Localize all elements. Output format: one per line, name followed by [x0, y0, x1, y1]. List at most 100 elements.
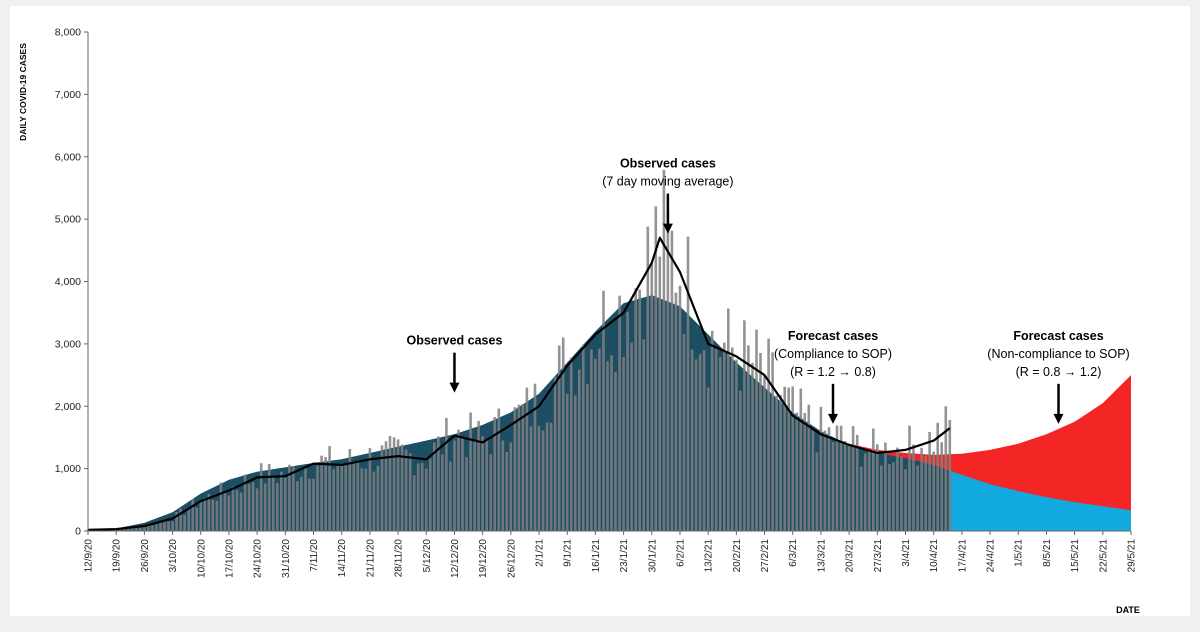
- daily-bar: [320, 455, 323, 531]
- daily-bar: [694, 359, 698, 531]
- daily-bar: [453, 440, 456, 531]
- daily-bar: [590, 349, 593, 531]
- daily-bar: [481, 436, 484, 531]
- daily-bar: [827, 427, 831, 531]
- annotation-arrow-head: [828, 413, 838, 424]
- daily-bar: [851, 426, 855, 531]
- daily-bar: [505, 452, 509, 531]
- daily-bar: [175, 512, 178, 531]
- daily-bar: [610, 355, 613, 531]
- daily-bar: [489, 454, 492, 531]
- daily-bar: [131, 526, 134, 531]
- x-tick-label: 10/4/21: [929, 539, 940, 573]
- x-tick-label: 6/3/21: [788, 539, 799, 567]
- daily-bar: [767, 338, 770, 531]
- daily-bar: [928, 431, 931, 531]
- daily-bar: [718, 357, 722, 531]
- daily-bar: [372, 471, 376, 531]
- daily-bar: [606, 361, 609, 531]
- daily-bar: [602, 290, 605, 531]
- daily-bar: [582, 344, 585, 531]
- daily-bar: [396, 439, 400, 531]
- daily-bar: [872, 428, 875, 531]
- daily-bar: [292, 466, 295, 531]
- y-tick-label: 5,000: [55, 214, 81, 226]
- daily-bar: [296, 481, 299, 531]
- daily-bar: [122, 528, 126, 531]
- daily-bar: [662, 169, 666, 532]
- daily-bar: [179, 508, 182, 531]
- daily-bar: [199, 501, 203, 531]
- daily-bar: [449, 461, 452, 531]
- daily-bar: [110, 529, 114, 531]
- annotations: Observed cases Observed cases (7 day movin…: [407, 157, 1130, 424]
- x-tick-label: 17/10/20: [224, 539, 235, 578]
- daily-bar: [247, 483, 251, 531]
- x-tick-label: 20/2/21: [732, 539, 743, 573]
- daily-bar: [847, 445, 851, 531]
- annotation-arrow-head: [449, 382, 460, 393]
- x-tick-label: 3/4/21: [901, 539, 912, 567]
- daily-bar: [328, 446, 331, 531]
- daily-bar: [815, 452, 819, 531]
- daily-bar: [731, 347, 734, 531]
- daily-bar: [497, 408, 501, 531]
- daily-bar: [553, 376, 557, 531]
- daily-bar: [783, 386, 786, 531]
- daily-bar: [336, 465, 339, 531]
- daily-bar: [948, 419, 952, 531]
- daily-bar: [231, 486, 235, 531]
- daily-bar: [706, 387, 710, 531]
- daily-bar: [529, 426, 533, 531]
- daily-bar: [735, 359, 738, 531]
- daily-bar: [360, 468, 364, 531]
- y-axis-label: DAILY COVID-19 CASES: [18, 43, 28, 141]
- daily-bar: [863, 453, 867, 531]
- daily-bar: [420, 462, 424, 531]
- x-tick-label: 20/3/21: [845, 539, 856, 573]
- daily-bar: [876, 444, 879, 531]
- y-tick-label: 6,000: [55, 151, 81, 163]
- daily-bar: [594, 358, 597, 531]
- daily-bar: [312, 478, 315, 531]
- daily-bar: [384, 441, 388, 531]
- x-tick-label: 3/10/20: [168, 539, 179, 573]
- daily-bar: [219, 482, 223, 531]
- y-tick-label: 0: [75, 526, 81, 538]
- daily-bar: [710, 330, 714, 531]
- daily-bar: [819, 406, 823, 531]
- daily-bar: [433, 442, 436, 531]
- daily-bar: [135, 526, 138, 531]
- x-tick-label: 26/9/20: [140, 539, 151, 573]
- daily-bar: [787, 387, 790, 531]
- y-tick-label: 8,000: [55, 27, 81, 39]
- annotation-text: (7 day moving average): [602, 175, 733, 189]
- daily-bar: [485, 439, 488, 531]
- daily-bar: [811, 429, 815, 531]
- daily-bar: [626, 311, 629, 531]
- daily-bar: [469, 412, 472, 531]
- daily-bar: [155, 524, 158, 531]
- daily-bar: [243, 474, 247, 531]
- daily-bar: [908, 425, 911, 531]
- daily-bar: [751, 363, 754, 531]
- daily-bar: [936, 422, 939, 531]
- daily-bar: [867, 450, 871, 531]
- annotation-text: (R = 1.2 → 0.8): [790, 365, 876, 379]
- daily-bar: [614, 371, 617, 531]
- daily-bar: [223, 492, 227, 531]
- daily-bar: [324, 457, 327, 531]
- daily-bar: [437, 436, 440, 531]
- daily-bar: [356, 462, 360, 531]
- annotation-text: (R = 0.8 → 1.2): [1016, 365, 1102, 379]
- y-tick-label: 4,000: [55, 276, 81, 288]
- daily-bar: [586, 383, 589, 531]
- daily-bar: [642, 339, 645, 531]
- moving-average-line: [87, 236, 951, 531]
- daily-bar: [332, 469, 335, 531]
- daily-bar: [658, 256, 662, 531]
- daily-bar: [388, 436, 392, 531]
- daily-bar: [304, 467, 307, 531]
- daily-bar: [308, 478, 311, 531]
- x-tick-label: 27/3/21: [873, 539, 884, 573]
